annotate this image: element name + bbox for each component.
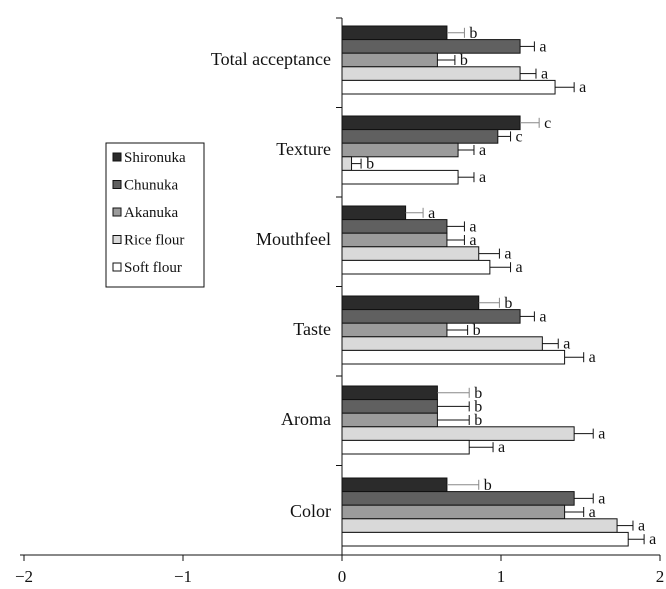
x-tick-label: 1 bbox=[497, 567, 506, 586]
significance-label: b bbox=[473, 322, 481, 339]
significance-label: b bbox=[366, 156, 374, 173]
bar bbox=[341, 504, 566, 520]
legend-swatch bbox=[112, 207, 122, 217]
significance-label: a bbox=[539, 308, 546, 325]
legend-label: Chunuka bbox=[124, 178, 179, 194]
bar bbox=[341, 336, 543, 351]
bar bbox=[341, 52, 438, 68]
significance-label: b bbox=[504, 295, 512, 312]
significance-label: a bbox=[428, 205, 435, 222]
bar bbox=[341, 246, 480, 261]
bar bbox=[341, 477, 448, 493]
significance-label: a bbox=[479, 142, 486, 159]
bar bbox=[341, 142, 459, 158]
category-label: Total acceptance bbox=[211, 49, 331, 69]
category-label: Taste bbox=[293, 319, 331, 339]
bar bbox=[341, 385, 438, 401]
legend-label: Shironuka bbox=[124, 150, 186, 166]
significance-label: a bbox=[638, 518, 645, 535]
significance-label: b bbox=[474, 385, 482, 402]
significance-label: c bbox=[516, 128, 523, 145]
significance-label: a bbox=[579, 79, 586, 96]
x-tick-label: −1 bbox=[174, 567, 192, 586]
significance-label: a bbox=[589, 504, 596, 521]
significance-label: a bbox=[598, 490, 605, 507]
significance-label: a bbox=[504, 246, 511, 263]
bar bbox=[341, 115, 521, 131]
legend-box bbox=[105, 142, 205, 288]
significance-label: b bbox=[469, 25, 477, 42]
significance-label: a bbox=[539, 38, 546, 55]
legend-swatch bbox=[112, 152, 122, 162]
bar bbox=[341, 426, 575, 441]
bar bbox=[341, 232, 448, 248]
bar bbox=[341, 79, 556, 95]
significance-label: b bbox=[460, 52, 468, 69]
bar bbox=[341, 439, 470, 455]
bar bbox=[341, 66, 521, 81]
significance-label: a bbox=[516, 259, 523, 276]
bar bbox=[341, 219, 448, 234]
bar bbox=[341, 399, 438, 414]
category-label: Texture bbox=[276, 139, 331, 159]
bar bbox=[341, 349, 566, 365]
bar bbox=[341, 491, 575, 506]
bar bbox=[341, 518, 618, 533]
significance-label: a bbox=[649, 531, 656, 548]
bar bbox=[341, 156, 353, 171]
significance-label: b bbox=[484, 477, 492, 494]
bar bbox=[341, 39, 521, 54]
significance-label: a bbox=[498, 439, 505, 456]
bar bbox=[341, 295, 480, 311]
chart-legend: Shironuka Chunuka Akanuka Rice flour Soft fl… bbox=[105, 142, 205, 288]
bar bbox=[341, 129, 499, 144]
x-tick-label: −2 bbox=[15, 567, 33, 586]
significance-label: a bbox=[469, 218, 476, 235]
chart-axes: −2 −1 0 1 2 Total acceptance Texture Mouthfeel T… bbox=[15, 17, 665, 586]
bar bbox=[341, 531, 629, 547]
significance-label: a bbox=[541, 66, 548, 83]
legend-label: Akanuka bbox=[124, 205, 178, 221]
category-label: Color bbox=[290, 501, 331, 521]
bar bbox=[341, 412, 438, 428]
significance-label: a bbox=[469, 232, 476, 249]
significance-label: a bbox=[598, 426, 605, 443]
significance-label: a bbox=[589, 349, 596, 366]
bar bbox=[341, 309, 521, 324]
bar bbox=[341, 205, 407, 221]
bar bbox=[341, 259, 491, 275]
category-label: Mouthfeel bbox=[256, 229, 331, 249]
legend-swatch bbox=[112, 235, 122, 244]
bar bbox=[341, 169, 459, 185]
legend-swatch bbox=[112, 180, 122, 189]
significance-label: a bbox=[563, 336, 570, 353]
x-tick-label: 0 bbox=[338, 567, 347, 586]
bar bbox=[341, 25, 448, 41]
legend-label: Soft flour bbox=[124, 260, 182, 276]
category-label: Aroma bbox=[281, 409, 331, 429]
bar bbox=[341, 322, 448, 338]
significance-label: b bbox=[474, 412, 482, 429]
legend-label: Rice flour bbox=[124, 233, 184, 249]
legend-swatch bbox=[112, 262, 122, 272]
significance-label: b bbox=[474, 398, 482, 415]
significance-label: c bbox=[544, 115, 551, 132]
x-tick-label: 2 bbox=[656, 567, 665, 586]
significance-label: a bbox=[479, 169, 486, 186]
